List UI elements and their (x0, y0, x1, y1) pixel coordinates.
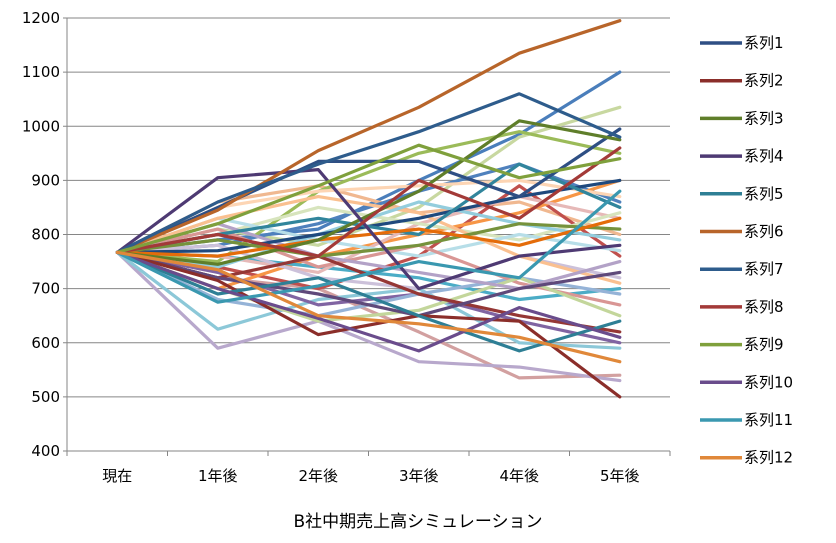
y-tick-label: 400 (31, 442, 60, 460)
legend-label: 系列3 (744, 109, 784, 127)
line-chart: 400 500 600 700 800 900 1000 1100 1200 現在 1年後 2年後 3年… (22, 9, 793, 485)
series-line-系列7 (115, 92, 622, 254)
series-line-系列12 (115, 250, 622, 364)
series-line-系列5 (115, 250, 622, 353)
series-lines (115, 19, 622, 399)
series-line (115, 222, 622, 258)
legend-label: 系列4 (744, 147, 784, 165)
legend-label: 系列11 (744, 411, 793, 429)
series-line-系列2 (115, 250, 622, 399)
series-line-系列11 (115, 189, 622, 304)
y-tick-label: 800 (31, 226, 60, 244)
legend: 系列1 系列2 系列3 系列4 系列5 系列6 系列7 系列8 系列9 系列10 系列11 系列12 (700, 34, 793, 467)
y-tick-label: 1200 (22, 9, 60, 27)
x-tick-label: 3年後 (399, 467, 439, 485)
series-line (115, 216, 622, 258)
y-tick-label: 900 (31, 171, 60, 189)
x-tick-label: 4年後 (499, 467, 539, 485)
legend-label: 系列10 (744, 373, 793, 391)
y-tick-label: 700 (31, 280, 60, 298)
y-tick-label: 1000 (22, 117, 60, 135)
y-tick-label: 1100 (22, 63, 60, 81)
y-tick-label: 600 (31, 334, 60, 352)
series-line-系列6 (115, 19, 622, 254)
x-tick-label: 5年後 (600, 467, 640, 485)
legend-label: 系列6 (744, 223, 784, 241)
axes: 400 500 600 700 800 900 1000 1100 1200 現在 1年後 2年後 3年… (22, 9, 671, 485)
series-line (115, 250, 622, 350)
series-line-系列10 (115, 250, 622, 353)
chart-title: B社中期売上高シミュレーション (293, 512, 543, 532)
legend-label: 系列9 (744, 336, 784, 354)
x-tick-label: 現在 (102, 467, 132, 485)
legend-label: 系列5 (744, 185, 784, 203)
y-tick-label: 500 (31, 388, 60, 406)
legend-label: 系列2 (744, 72, 784, 90)
series-line (115, 250, 622, 318)
legend-label: 系列1 (744, 34, 784, 52)
series-line (115, 250, 622, 383)
legend-label: 系列12 (744, 449, 793, 467)
legend-label: 系列8 (744, 298, 784, 316)
series-line-系列4 (115, 168, 622, 291)
series-line-系列9 (115, 143, 622, 254)
legend-label: 系列7 (744, 260, 784, 278)
series-line-系列8 (115, 146, 622, 258)
x-tick-label: 1年後 (198, 467, 238, 485)
series-line (115, 195, 622, 285)
x-tick-label: 2年後 (298, 467, 338, 485)
series-line (115, 130, 622, 264)
series-line-系列3 (115, 119, 622, 266)
series-line (115, 250, 622, 345)
series-line-系列1 (115, 127, 622, 254)
